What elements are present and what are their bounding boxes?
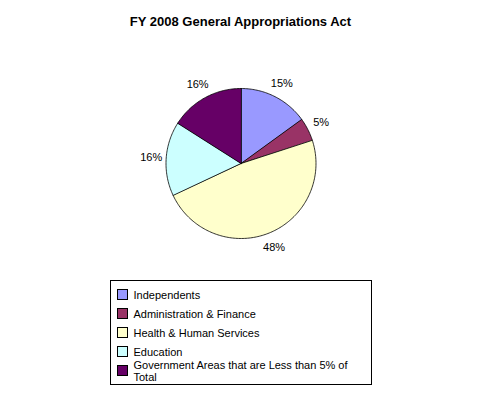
svg-text:15%: 15%	[271, 77, 293, 89]
html-text:Independents: Independents	[133, 288, 201, 301]
svg-text:5%: 5%	[313, 116, 329, 128]
html-text:FY 2008 General Appropriations: FY 2008 General Appropriations Act	[129, 14, 352, 29]
svg-text:16%: 16%	[187, 78, 209, 90]
html-text:Government Areas that are Less: Government Areas that are Less than 5% o…	[133, 358, 348, 383]
html-text:Administration & Finance: Administration & Finance	[133, 307, 256, 320]
svg-text:48%: 48%	[263, 241, 285, 253]
html-text:Health & Human Services: Health & Human Services	[133, 326, 260, 339]
svg-text:16%: 16%	[140, 151, 162, 163]
html-text:Education: Education	[133, 345, 183, 358]
